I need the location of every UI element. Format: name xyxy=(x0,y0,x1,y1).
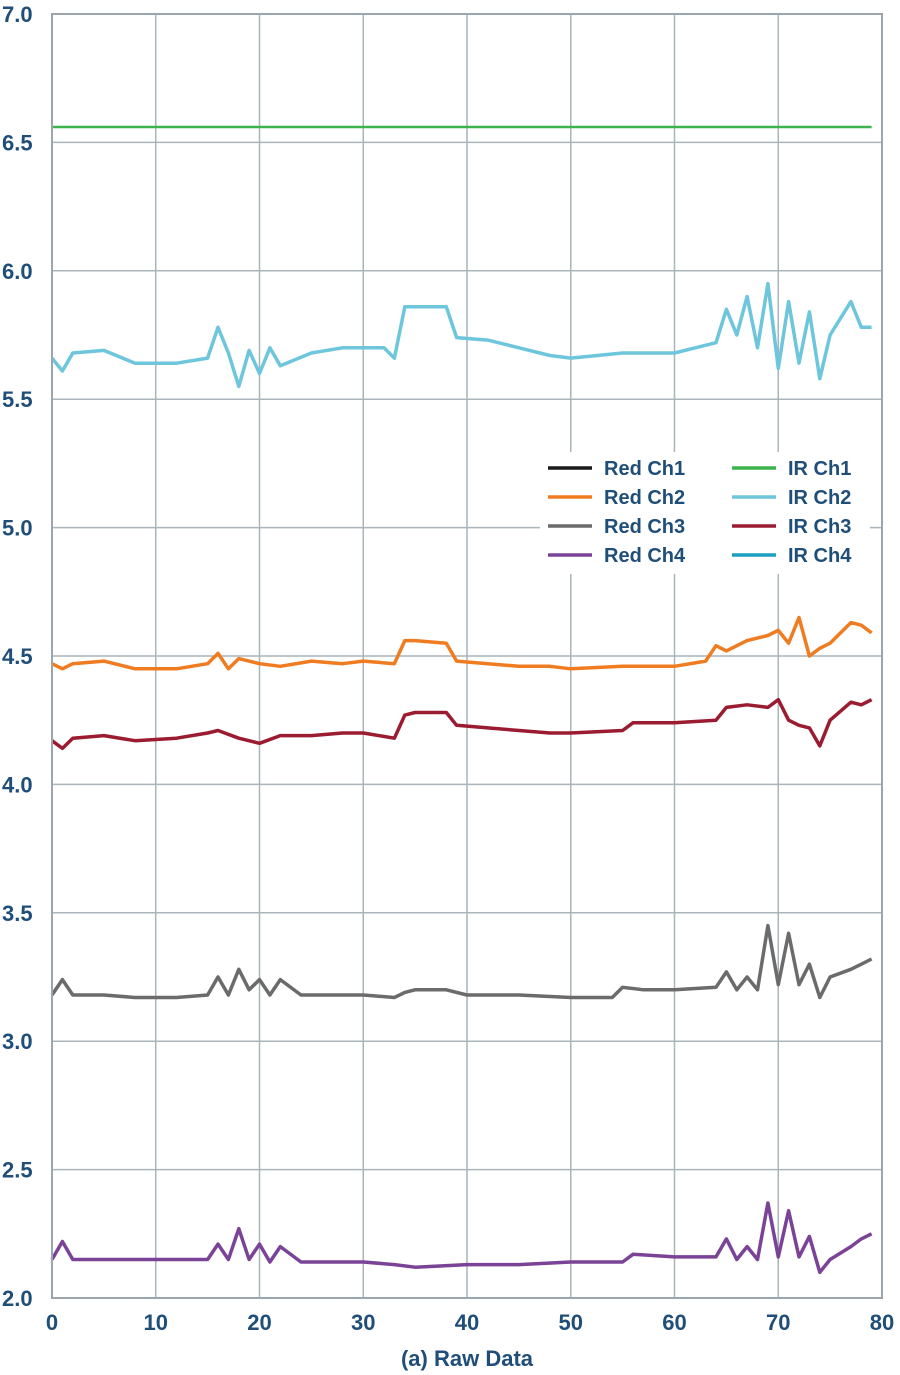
legend-label-red-ch3: Red Ch3 xyxy=(604,516,685,538)
legend-background xyxy=(540,452,870,574)
y-tick-label: 6.5 xyxy=(2,130,33,155)
x-tick-labels: 0 10 20 30 40 50 60 70 80 xyxy=(46,1310,894,1335)
legend-label-ir-ch4: IR Ch4 xyxy=(788,545,852,567)
legend: Red Ch1 IR Ch1 Red Ch2 IR Ch2 Red Ch3 IR Ch3 R… xyxy=(540,452,870,574)
x-axis-label: (a) Raw Data xyxy=(401,1346,534,1371)
series-line-ir-ch3 xyxy=(50,697,873,751)
x-tick-label: 50 xyxy=(559,1310,583,1335)
legend-label-red-ch1: Red Ch1 xyxy=(604,458,685,480)
legend-label-red-ch4: Red Ch4 xyxy=(604,545,686,567)
y-tick-label: 6.0 xyxy=(2,259,33,284)
legend-label-ir-ch3: IR Ch3 xyxy=(788,516,851,538)
x-tick-label: 10 xyxy=(144,1310,168,1335)
series-lines xyxy=(50,125,873,1275)
grid-lines xyxy=(51,13,883,1299)
x-tick-label: 30 xyxy=(351,1310,375,1335)
x-tick-label: 0 xyxy=(46,1310,58,1335)
plot-frame xyxy=(51,13,883,1299)
y-tick-label: 3.0 xyxy=(2,1029,33,1054)
legend-label-ir-ch1: IR Ch1 xyxy=(788,458,851,480)
x-tick-label: 80 xyxy=(870,1310,894,1335)
x-tick-label: 60 xyxy=(662,1310,686,1335)
x-tick-label: 20 xyxy=(247,1310,271,1335)
series-line-red-ch4 xyxy=(50,1201,873,1275)
y-tick-label: 5.5 xyxy=(2,387,33,412)
y-tick-label: 2.0 xyxy=(2,1286,33,1311)
y-tick-label: 3.5 xyxy=(2,901,33,926)
y-tick-label: 4.5 xyxy=(2,644,33,669)
y-tick-label: 4.0 xyxy=(2,772,33,797)
x-tick-label: 40 xyxy=(455,1310,479,1335)
y-tick-label: 2.5 xyxy=(2,1158,33,1183)
y-tick-label: 7.0 xyxy=(2,2,33,27)
y-tick-label: 5.0 xyxy=(2,516,33,541)
x-tick-label: 70 xyxy=(766,1310,790,1335)
legend-label-red-ch2: Red Ch2 xyxy=(604,487,685,509)
series-line-red-ch2 xyxy=(51,615,873,671)
series-line-red-ch3 xyxy=(50,923,873,1000)
series-line-ir-ch2 xyxy=(50,281,872,389)
y-tick-labels: 2.0 2.5 3.0 3.5 4.0 4.5 5.0 5.5 6.0 6.5 7.0 xyxy=(2,2,33,1311)
legend-label-ir-ch2: IR Ch2 xyxy=(788,487,851,509)
